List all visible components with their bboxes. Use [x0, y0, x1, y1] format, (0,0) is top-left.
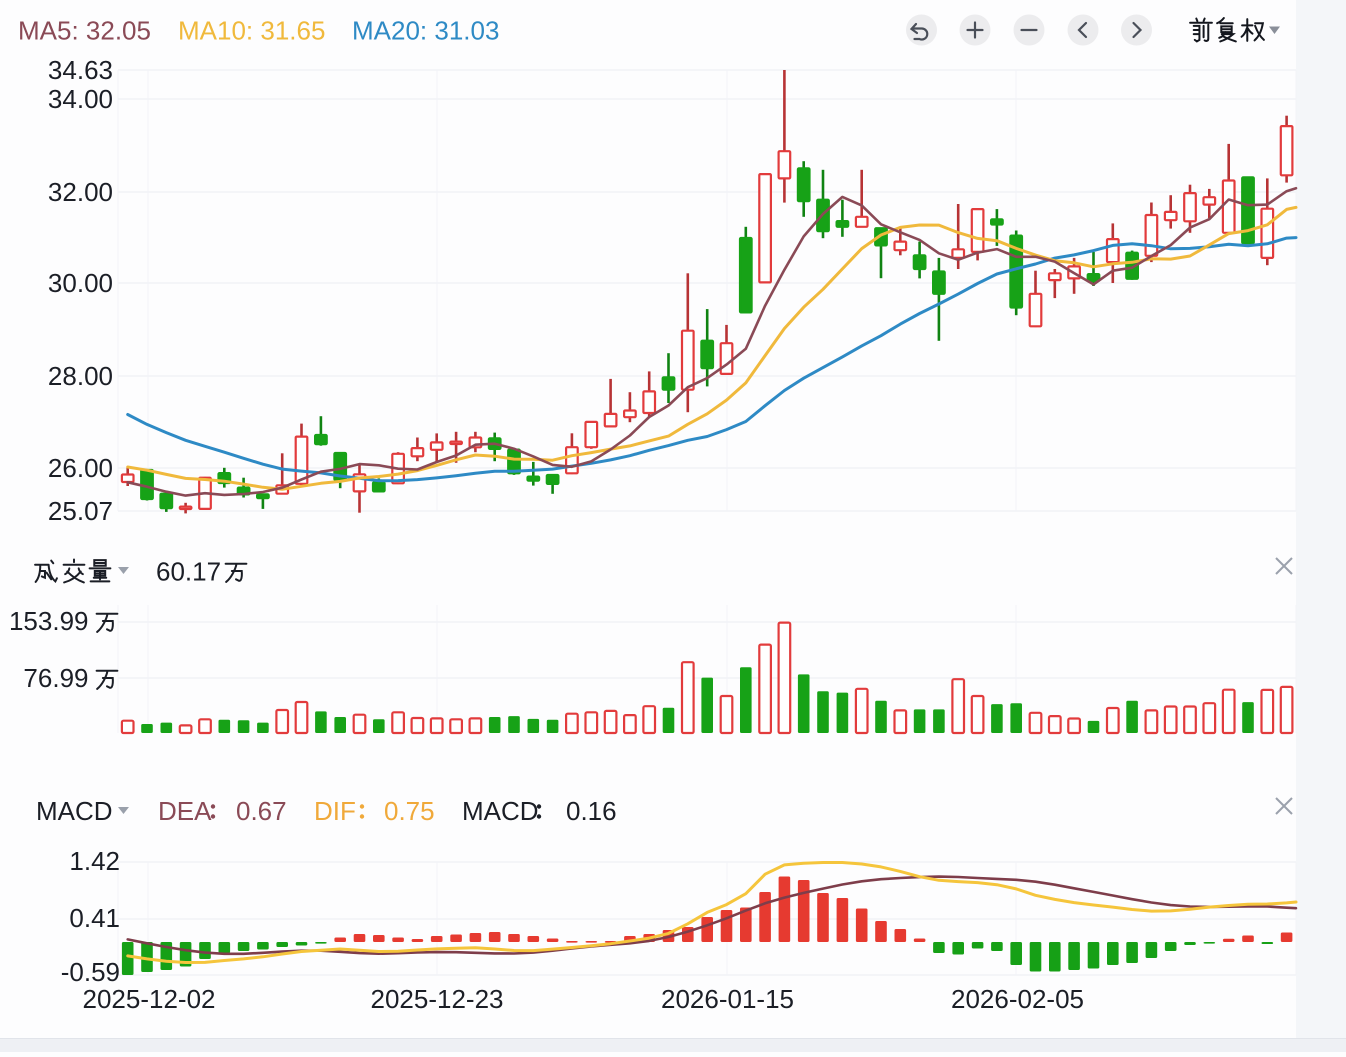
svg-text:MA5: 32.05: MA5: 32.05	[18, 16, 151, 46]
svg-text:DIF: DIF	[314, 796, 356, 826]
svg-text:0.67: 0.67	[236, 796, 287, 826]
svg-text:2026-01-15: 2026-01-15	[661, 984, 794, 1014]
svg-text:2026-02-05: 2026-02-05	[951, 984, 1084, 1014]
svg-text:34.00: 34.00	[48, 84, 113, 114]
svg-text:28.00: 28.00	[48, 361, 113, 391]
svg-text:MA10: 31.65: MA10: 31.65	[178, 16, 325, 46]
svg-text:153.99: 153.99	[9, 606, 89, 636]
svg-text:2025-12-23: 2025-12-23	[371, 984, 504, 1014]
svg-text:60.17: 60.17	[156, 557, 221, 587]
svg-text:25.07: 25.07	[48, 496, 113, 526]
svg-text:30.00: 30.00	[48, 268, 113, 298]
svg-text:DEA: DEA	[158, 796, 212, 826]
svg-text:0.16: 0.16	[566, 796, 617, 826]
svg-text:32.00: 32.00	[48, 177, 113, 207]
svg-text:26.00: 26.00	[48, 453, 113, 483]
svg-text:1.42: 1.42	[69, 846, 120, 876]
svg-text:0.75: 0.75	[384, 796, 435, 826]
svg-text:0.41: 0.41	[69, 903, 120, 933]
svg-text:MACD: MACD	[462, 796, 539, 826]
svg-text:34.63: 34.63	[48, 55, 113, 85]
svg-text:2025-12-02: 2025-12-02	[83, 984, 216, 1014]
svg-text:-0.59: -0.59	[61, 957, 120, 987]
svg-text:MACD: MACD	[36, 796, 113, 826]
svg-text:76.99: 76.99	[23, 663, 88, 693]
svg-text:MA20: 31.03: MA20: 31.03	[352, 16, 499, 46]
